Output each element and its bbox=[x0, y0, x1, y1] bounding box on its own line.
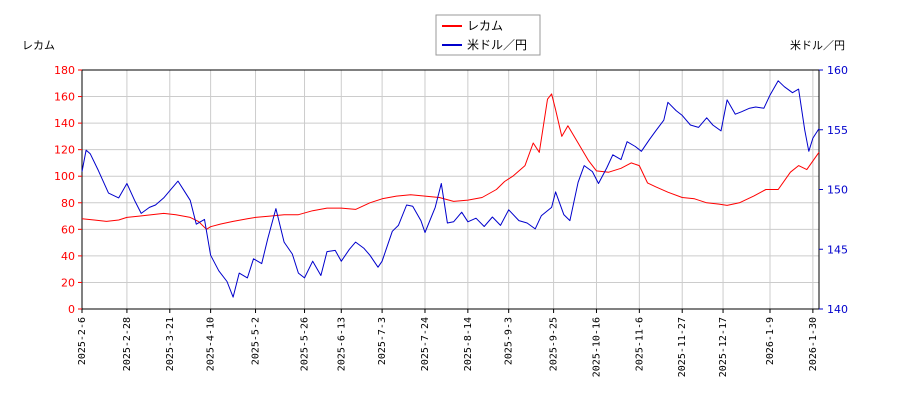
x-tick-label: 2025-2-28 bbox=[122, 317, 133, 371]
x-tick-label: 2025-6-13 bbox=[336, 317, 347, 371]
x-tick-label: 2025-2-6 bbox=[77, 317, 88, 365]
x-tick-label: 2025-4-10 bbox=[206, 317, 217, 371]
left-tick-label: 160 bbox=[54, 91, 75, 104]
x-tick-label: 2025-11-6 bbox=[634, 317, 645, 371]
right-tick-label: 160 bbox=[827, 64, 848, 77]
x-axis: 2025-2-6 2025-2-28 2025-3-21 2025-4-10 2025-… bbox=[77, 309, 819, 377]
legend-label-usdjpy: 米ドル／円 bbox=[467, 38, 527, 52]
x-tick-label: 2025-11-27 bbox=[677, 317, 688, 377]
right-axis: 140 145 150 155 160 bbox=[819, 64, 848, 316]
left-tick-label: 40 bbox=[61, 250, 75, 263]
right-tick-label: 150 bbox=[827, 184, 848, 197]
left-tick-label: 120 bbox=[54, 144, 75, 157]
left-tick-label: 100 bbox=[54, 170, 75, 183]
right-axis-label: 米ドル／円 bbox=[790, 39, 845, 52]
left-tick-label: 0 bbox=[68, 303, 75, 316]
right-tick-label: 140 bbox=[827, 303, 848, 316]
legend: レカム 米ドル／円 bbox=[435, 14, 541, 56]
legend-label-recam: レカム bbox=[467, 19, 503, 33]
x-tick-label: 2025-7-24 bbox=[420, 317, 431, 371]
x-tick-label: 2025-12-17 bbox=[718, 317, 729, 377]
left-axis-label: レカム bbox=[22, 39, 55, 52]
x-tick-label: 2026-1-9 bbox=[765, 317, 776, 365]
x-tick-label: 2026-1-30 bbox=[808, 317, 819, 371]
series-line-usdjpy bbox=[81, 80, 820, 298]
right-tick-label: 155 bbox=[827, 124, 848, 137]
left-tick-label: 140 bbox=[54, 117, 75, 130]
right-tick-label: 145 bbox=[827, 243, 848, 256]
left-tick-label: 80 bbox=[61, 197, 75, 210]
left-tick-label: 20 bbox=[61, 276, 75, 289]
x-tick-label: 2025-5-2 bbox=[251, 317, 262, 365]
x-tick-label: 2025-8-14 bbox=[463, 317, 474, 371]
left-tick-label: 180 bbox=[54, 64, 75, 77]
x-tick-label: 2025-5-26 bbox=[300, 317, 311, 371]
series-layer bbox=[81, 80, 820, 298]
left-axis: 0 20 40 60 80 100 120 140 160 180 bbox=[54, 64, 82, 316]
x-tick-label: 2025-7-3 bbox=[377, 317, 388, 365]
x-tick-label: 2025-9-25 bbox=[549, 317, 560, 371]
x-tick-label: 2025-9-3 bbox=[504, 317, 515, 365]
left-tick-label: 60 bbox=[61, 223, 75, 236]
x-tick-label: 2025-3-21 bbox=[165, 317, 176, 371]
legend-box bbox=[435, 14, 541, 56]
x-tick-label: 2025-10-16 bbox=[591, 317, 602, 377]
